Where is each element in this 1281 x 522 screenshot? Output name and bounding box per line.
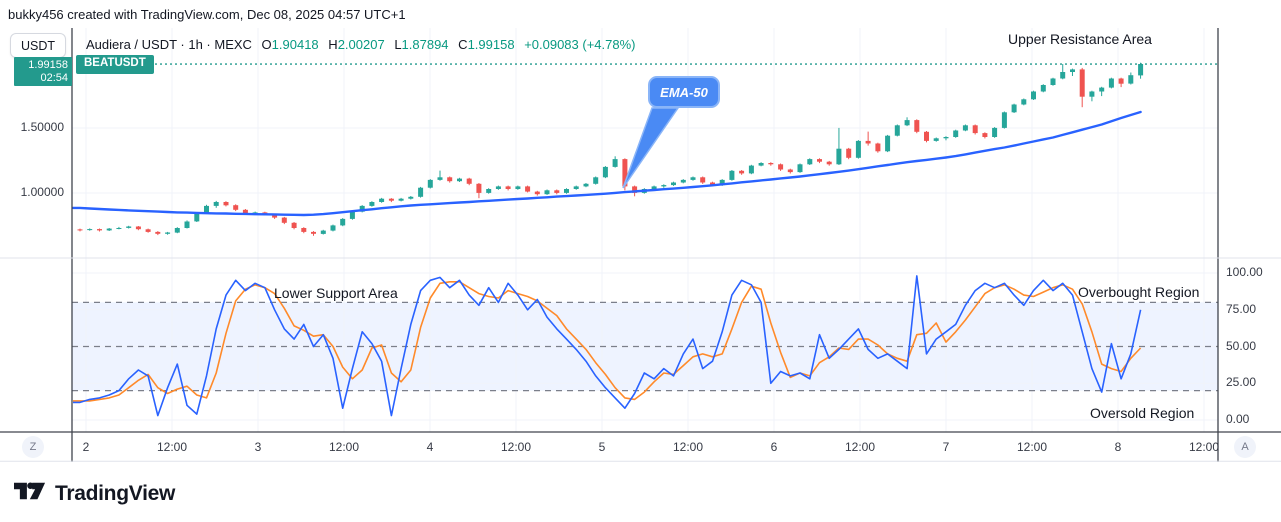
time-axis-label: 8: [1114, 440, 1122, 454]
indicator-axis-label: 25.00: [1226, 375, 1257, 390]
tradingview-logo-icon: [14, 478, 48, 509]
time-axis-label: 12:00: [500, 440, 532, 454]
indicator-axis-label: 100.00: [1226, 265, 1263, 279]
indicator-axis[interactable]: 100.00 75.00 50.00 25.00 0.00: [1218, 28, 1281, 432]
price-axis-label: 1.00000: [20, 185, 64, 199]
price-axis-label: 1.50000: [20, 120, 64, 134]
market-label[interactable]: Audiera / USDT · 1h · MEXC: [86, 37, 252, 52]
ema50-callout[interactable]: EMA-50: [648, 76, 720, 108]
auto-scale-button[interactable]: A: [1234, 436, 1256, 458]
indicator-axis-label: 0.00: [1226, 412, 1250, 426]
indicator-axis-label: 75.00: [1226, 301, 1257, 316]
time-axis-label: 12:00: [156, 440, 188, 454]
close-label: C: [458, 37, 468, 52]
last-price-value: 1.99158: [28, 59, 68, 71]
time-axis-label: 6: [770, 440, 778, 454]
close-value: 1.99158: [467, 37, 515, 52]
high-label: H: [328, 37, 338, 52]
candlestick-series: [77, 62, 1144, 236]
chart-canvas[interactable]: [0, 28, 1281, 462]
time-axis-label: 12:00: [1016, 440, 1048, 454]
open-value: 1.90418: [271, 37, 319, 52]
time-axis-label: 7: [942, 440, 950, 454]
time-axis-label: 12:00: [1188, 440, 1220, 454]
time-axis-label: 3: [254, 440, 262, 454]
indicator-axis-label: 50.00: [1226, 338, 1257, 353]
ema50-line[interactable]: [71, 110, 1142, 217]
price-axis[interactable]: 1.50000 1.00000: [0, 28, 72, 432]
stoch-k-line[interactable]: [73, 275, 1142, 417]
time-axis[interactable]: 2 12:00 3 12:00 4 12:00 5 12:00 6 12:00 7 12:00 8 12:…: [0, 432, 1281, 462]
attribution-text: bukky456 created with TradingView.com, D…: [8, 7, 406, 22]
low-value: 1.87894: [401, 37, 449, 52]
grid: [72, 28, 1218, 432]
time-axis-label: 2: [82, 440, 90, 454]
last-price-badge: 1.99158 02:54: [14, 57, 72, 86]
countdown-timer: 02:54: [40, 72, 68, 84]
time-axis-label: 4: [426, 440, 434, 454]
symbol-currency-button[interactable]: USDT: [10, 33, 66, 58]
ema-callout-tail: [622, 107, 680, 189]
timezone-button[interactable]: Z: [22, 436, 44, 458]
tradingview-logo[interactable]: TradingView: [14, 478, 175, 509]
lower-support-annotation[interactable]: Lower Support Area: [274, 285, 398, 301]
time-axis-label: 12:00: [844, 440, 876, 454]
tradingview-logo-text: TradingView: [55, 481, 176, 505]
time-axis-label: 5: [598, 440, 606, 454]
low-label: L: [394, 37, 402, 52]
symbol-badge: BEATUSDT: [76, 55, 154, 74]
symbol-info-bar[interactable]: Audiera / USDT · 1h · MEXC O1.90418 H2.0…: [86, 37, 636, 52]
change-value: +0.09083 (+4.78%): [524, 37, 636, 52]
overbought-annotation[interactable]: Overbought Region: [1078, 284, 1200, 300]
time-axis-label: 12:00: [328, 440, 360, 454]
time-axis-label: 12:00: [672, 440, 704, 454]
oversold-annotation[interactable]: Oversold Region: [1090, 405, 1195, 421]
upper-resistance-annotation[interactable]: Upper Resistance Area: [1008, 31, 1152, 47]
high-value: 2.00207: [337, 37, 385, 52]
open-label: O: [261, 37, 272, 52]
